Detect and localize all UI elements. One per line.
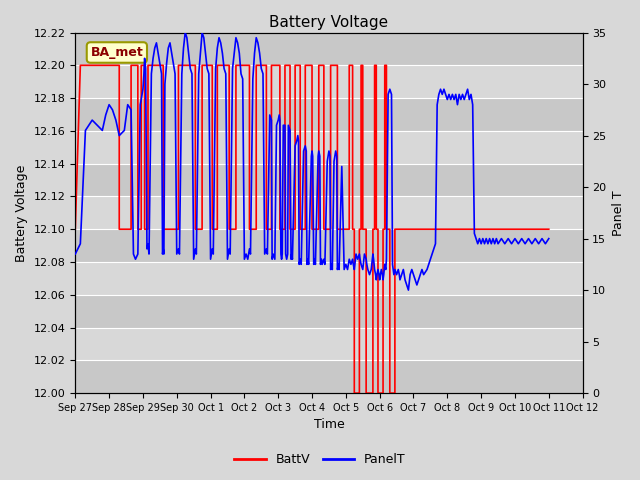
Text: BA_met: BA_met — [90, 46, 143, 59]
Bar — [76, 164, 582, 196]
Bar — [76, 131, 582, 164]
Bar — [76, 98, 582, 131]
X-axis label: Time: Time — [314, 419, 344, 432]
Y-axis label: Battery Voltage: Battery Voltage — [15, 164, 28, 262]
Bar — [76, 360, 582, 393]
Title: Battery Voltage: Battery Voltage — [269, 15, 388, 30]
Bar — [76, 65, 582, 98]
Bar — [76, 229, 582, 262]
Y-axis label: Panel T: Panel T — [612, 190, 625, 236]
Bar — [76, 196, 582, 229]
Legend: BattV, PanelT: BattV, PanelT — [229, 448, 411, 471]
Bar — [76, 262, 582, 295]
Bar — [76, 33, 582, 65]
Bar — [76, 295, 582, 327]
Bar — [76, 327, 582, 360]
